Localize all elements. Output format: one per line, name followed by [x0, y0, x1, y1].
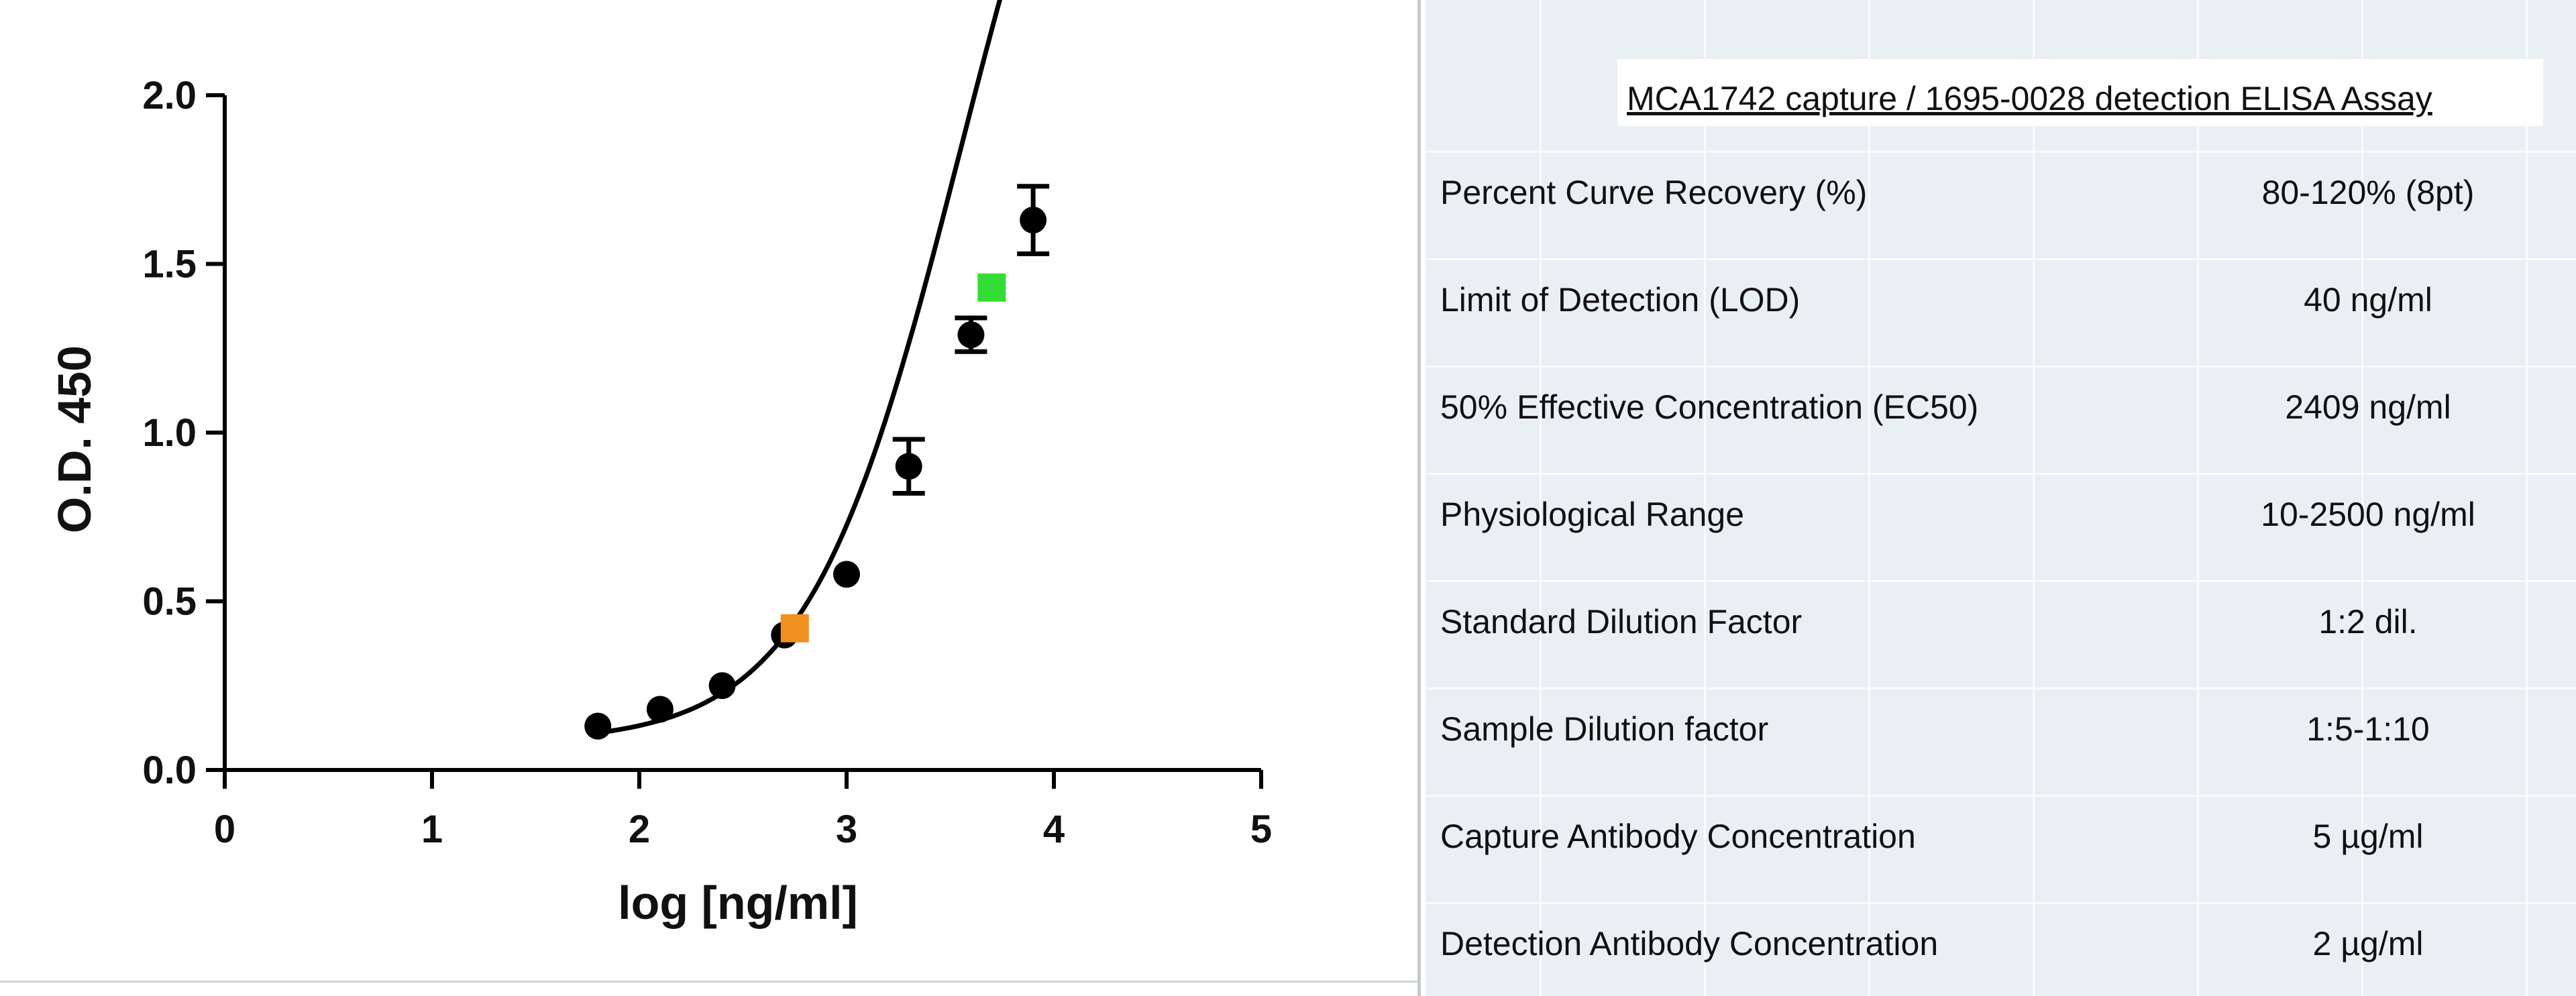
data-point — [584, 712, 612, 740]
y-tick-label: 0.5 — [142, 580, 197, 624]
data-point-square — [780, 614, 809, 643]
row-label-capture-antibody: Capture Antibody Concentration — [1440, 818, 1916, 855]
data-point — [708, 672, 736, 700]
row-value-sample-dilution: 1:5-1:10 — [2306, 710, 2430, 748]
row-value-standard-dilution: 1:2 dil. — [2318, 603, 2418, 641]
x-tick-label: 2 — [629, 808, 650, 851]
x-tick-label: 4 — [1043, 808, 1065, 851]
y-axis-title: O.D. 450 — [48, 345, 101, 533]
row-label-standard-dilution: Standard Dilution Factor — [1440, 603, 1803, 641]
row-label-physiological-range: Physiological Range — [1440, 496, 1745, 533]
row-label-ec50: 50% Effective Concentration (EC50) — [1440, 388, 1979, 426]
x-tick-label: 0 — [214, 808, 235, 851]
row-label-detection-antibody: Detection Antibody Concentration — [1440, 925, 1939, 962]
data-point — [646, 696, 674, 723]
chart-panel: 0 1 2 3 4 5 0.0 0.5 1.0 1.5 2.0 O.D. 450 log [ng/m… — [48, 0, 1273, 929]
y-tick-label: 2.0 — [142, 74, 197, 117]
y-tick-label: 0.0 — [142, 749, 197, 792]
row-value-ec50: 2409 ng/ml — [2285, 388, 2451, 426]
row-label-sample-dilution: Sample Dilution factor — [1440, 710, 1769, 748]
x-tick-label: 5 — [1250, 808, 1272, 851]
row-value-physiological-range: 10-2500 ng/ml — [2261, 496, 2475, 533]
row-label-curve-recovery: Percent Curve Recovery (%) — [1440, 174, 1868, 211]
data-point — [1020, 207, 1047, 234]
bottom-rule — [0, 981, 1417, 983]
data-point — [895, 453, 922, 480]
x-axis-title: log [ng/ml] — [618, 877, 858, 929]
table-title-box — [1617, 59, 2543, 126]
fit-curve — [597, 0, 1002, 736]
data-point-square — [977, 273, 1006, 302]
x-tick-label: 1 — [421, 808, 443, 851]
row-value-lod: 40 ng/ml — [2304, 281, 2432, 319]
data-point — [833, 561, 860, 588]
x-tick-label: 3 — [836, 808, 857, 851]
y-tick-label: 1.5 — [142, 243, 197, 286]
dose-response-chart: 0 1 2 3 4 5 0.0 0.5 1.0 1.5 2.0 O.D. 450 log [ng/m… — [48, 0, 1272, 929]
y-tick-label: 1.0 — [142, 411, 197, 455]
table-title: MCA1742 capture / 1695-0028 detection EL… — [1627, 80, 2432, 117]
row-label-lod: Limit of Detection (LOD) — [1440, 281, 1801, 319]
assay-info-table: MCA1742 capture / 1695-0028 detection EL… — [1426, 0, 2576, 996]
panel-divider — [1417, 0, 1421, 996]
row-value-capture-antibody: 5 µg/ml — [2312, 818, 2424, 855]
row-value-curve-recovery: 80-120% (8pt) — [2261, 174, 2475, 211]
data-point — [957, 321, 985, 349]
row-value-detection-antibody: 2 µg/ml — [2312, 925, 2424, 962]
